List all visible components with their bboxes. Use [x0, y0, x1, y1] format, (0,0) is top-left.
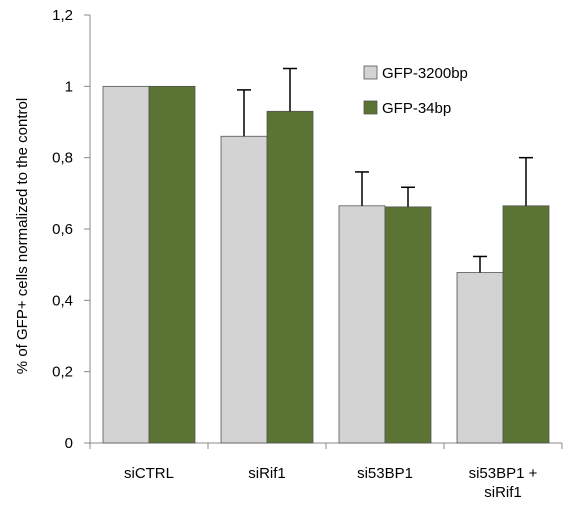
x-tick-label: siRif1	[248, 465, 286, 482]
legend-swatch	[363, 65, 378, 80]
bar	[148, 85, 196, 444]
y-tick-label: 0,2	[52, 364, 73, 381]
bar	[456, 272, 504, 444]
y-axis-label: % of GFP+ cells normalized to the contro…	[14, 98, 31, 374]
bar	[384, 206, 432, 444]
legend-label: GFP-3200bp	[382, 65, 468, 82]
bar	[102, 85, 150, 444]
y-tick-label: 0	[65, 435, 73, 452]
y-tick-label: 1	[65, 78, 73, 95]
legend-label: GFP-34bp	[382, 100, 451, 117]
bar	[338, 205, 386, 444]
legend: GFP-3200bp GFP-34bp	[363, 65, 468, 117]
bar	[502, 205, 550, 444]
x-tick-label: siRif1	[484, 484, 522, 501]
legend-swatch	[363, 100, 378, 115]
x-tick-label: siCTRL	[124, 465, 174, 482]
x-tick-label: si53BP1	[357, 465, 413, 482]
bar	[266, 110, 314, 444]
y-tick-label: 1,2	[52, 7, 73, 24]
axes: 0 0,2 0,4 0,6 0,8 1 1,2 siCTRL siRif1 si53BP1 si53…	[52, 7, 563, 501]
y-tick-label: 0,6	[52, 221, 73, 238]
error-bars	[237, 67, 533, 273]
y-tick-label: 0,4	[52, 292, 73, 309]
bars	[102, 85, 550, 444]
bar	[220, 135, 268, 444]
x-tick-label: si53BP1 +	[469, 465, 538, 482]
y-tick-label: 0,8	[52, 150, 73, 167]
